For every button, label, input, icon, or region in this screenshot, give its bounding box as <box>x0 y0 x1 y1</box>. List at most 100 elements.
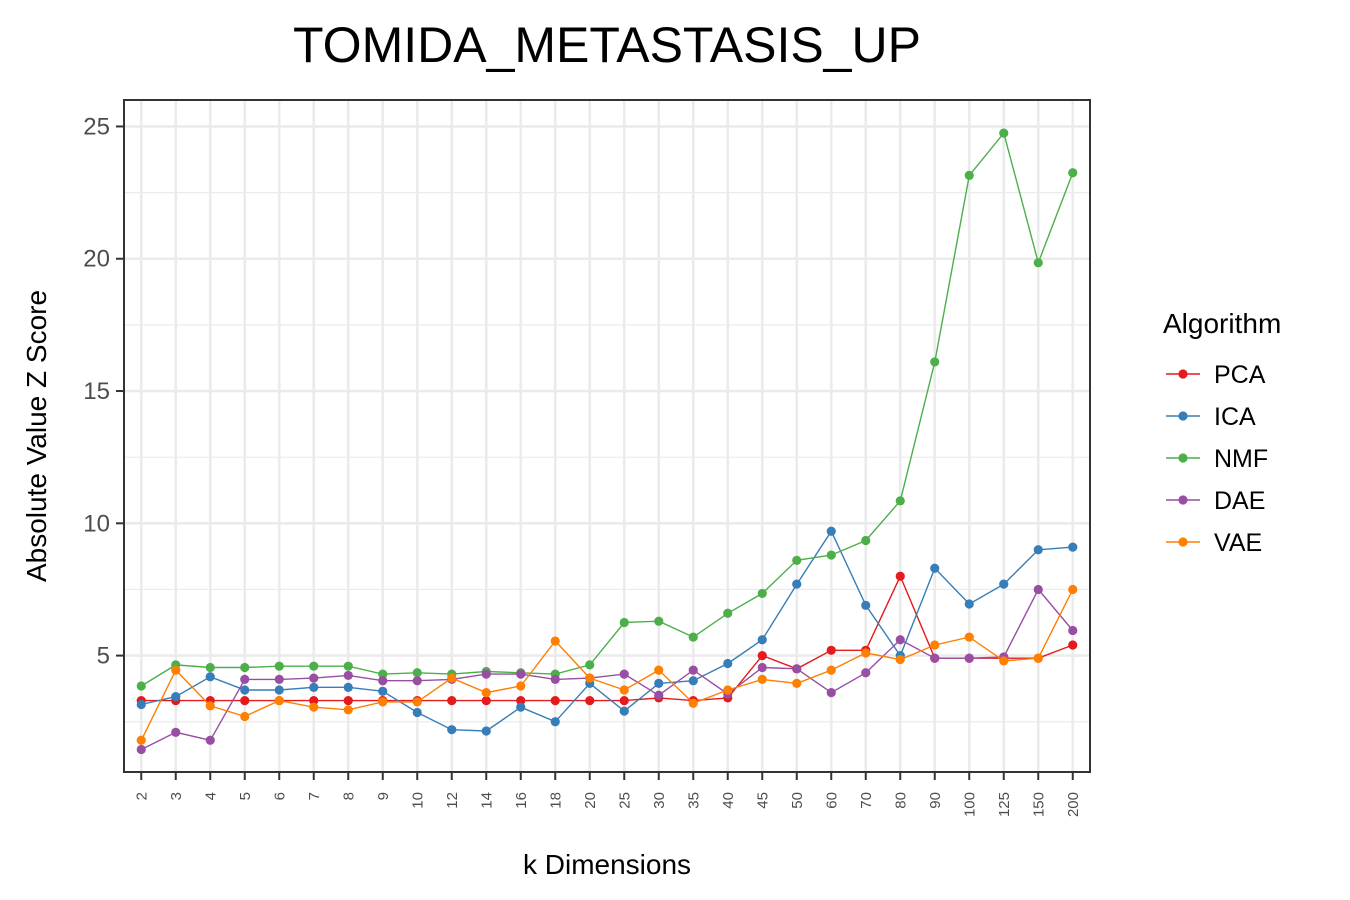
x-tick-label: 40 <box>720 792 737 809</box>
data-point-nmf <box>378 669 388 679</box>
data-point-dae <box>309 673 319 683</box>
data-point-ica <box>654 678 664 688</box>
data-point-nmf <box>205 662 215 673</box>
data-point-nmf <box>792 555 802 565</box>
data-point-nmf <box>1068 168 1078 178</box>
grid-major <box>124 100 1090 772</box>
data-point-nmf <box>240 662 250 673</box>
data-point-dae <box>688 665 698 675</box>
data-point-dae <box>274 674 284 685</box>
data-point-pca <box>343 695 353 706</box>
data-point-nmf <box>895 496 905 506</box>
data-point-ica <box>1068 542 1078 552</box>
data-point-ica <box>274 685 284 695</box>
data-point-vae <box>861 648 871 658</box>
legend-label-pca: PCA <box>1214 361 1266 389</box>
series-line-ica <box>141 529 1073 732</box>
data-point-nmf <box>688 632 698 642</box>
x-tick-label: 125 <box>996 792 1013 817</box>
x-tick-label: 7 <box>306 792 323 800</box>
legend-label-dae: DAE <box>1214 487 1265 515</box>
x-tick-label: 10 <box>409 792 426 809</box>
data-point-dae <box>619 669 629 679</box>
data-point-ica <box>447 725 457 735</box>
data-point-ica <box>826 526 836 536</box>
x-tick-label: 3 <box>168 792 185 800</box>
data-point-ica <box>619 706 629 716</box>
data-point-vae <box>205 701 215 711</box>
x-tick-label: 80 <box>892 792 909 809</box>
data-point-nmf <box>964 170 974 181</box>
plot-border <box>123 99 1091 773</box>
data-point-vae <box>274 695 284 706</box>
x-tick-label: 70 <box>858 792 875 809</box>
data-point-ica <box>171 691 181 702</box>
x-tick-label: 8 <box>340 792 357 800</box>
y-tick-label: 25 <box>83 113 110 140</box>
series-line-vae <box>140 589 1074 741</box>
x-tick-label: 16 <box>513 792 530 809</box>
data-point-vae <box>585 673 595 683</box>
data-point-dae <box>481 669 491 679</box>
data-point-nmf <box>861 535 871 546</box>
y-tick-label: 10 <box>83 510 110 537</box>
series-line-dae <box>140 588 1074 751</box>
data-point-pca <box>619 695 629 706</box>
data-point-nmf <box>654 616 664 626</box>
data-point-nmf <box>309 661 319 671</box>
data-point-vae <box>171 665 181 675</box>
data-point-ica <box>516 702 526 712</box>
y-tick-label: 20 <box>83 246 110 273</box>
legend-title: Algorithm <box>1163 308 1281 339</box>
x-tick-label: 9 <box>375 792 392 800</box>
chart-title: TOMIDA_METASTASIS_UP <box>293 17 921 73</box>
data-point-ica <box>481 726 491 736</box>
y-tick-label: 15 <box>83 378 110 405</box>
data-point-dae <box>550 674 560 685</box>
data-point-vae <box>1033 653 1043 663</box>
data-point-pca <box>516 695 526 706</box>
data-point-dae <box>516 669 526 679</box>
data-point-vae <box>309 702 319 712</box>
data-point-vae <box>240 711 250 722</box>
legend-label-ica: ICA <box>1214 403 1256 431</box>
data-point-dae <box>654 690 664 700</box>
legend-label-nmf: NMF <box>1214 445 1268 473</box>
data-point-dae <box>861 668 871 678</box>
x-tick-label: 200 <box>1065 792 1082 817</box>
data-point-pca <box>481 695 491 706</box>
x-tick-label: 50 <box>789 792 806 809</box>
data-point-nmf <box>826 550 836 560</box>
x-tick-label: 100 <box>961 792 978 817</box>
data-point-vae <box>757 674 767 685</box>
data-point-ica <box>240 685 250 695</box>
data-point-dae <box>895 635 905 645</box>
data-point-ica <box>999 579 1009 589</box>
x-tick-label: 35 <box>685 792 702 809</box>
data-point-ica <box>205 672 215 682</box>
legend-key-point-vae <box>1178 537 1188 547</box>
data-point-dae <box>930 653 940 663</box>
data-point-pca <box>309 695 319 706</box>
x-tick-label: 60 <box>823 792 840 809</box>
x-tick-label: 30 <box>651 792 668 809</box>
data-point-pca <box>550 695 560 706</box>
data-point-dae <box>1033 584 1043 595</box>
data-point-vae <box>654 665 664 675</box>
legend-key-point-ica <box>1178 411 1188 421</box>
data-point-pca <box>1068 640 1078 650</box>
data-point-ica <box>861 600 871 610</box>
data-point-pca <box>585 695 595 706</box>
plot-background <box>124 100 1090 772</box>
data-point-dae <box>757 662 767 673</box>
data-point-dae <box>171 727 181 737</box>
x-axis-title: k Dimensions <box>523 849 691 880</box>
data-point-pca <box>447 695 457 706</box>
legend-key-point-nmf <box>1178 453 1188 463</box>
x-tick-label: 45 <box>754 792 771 809</box>
data-point-vae <box>999 656 1009 666</box>
data-point-vae <box>826 665 836 675</box>
data-point-ica <box>723 658 733 669</box>
data-point-vae <box>447 673 457 683</box>
